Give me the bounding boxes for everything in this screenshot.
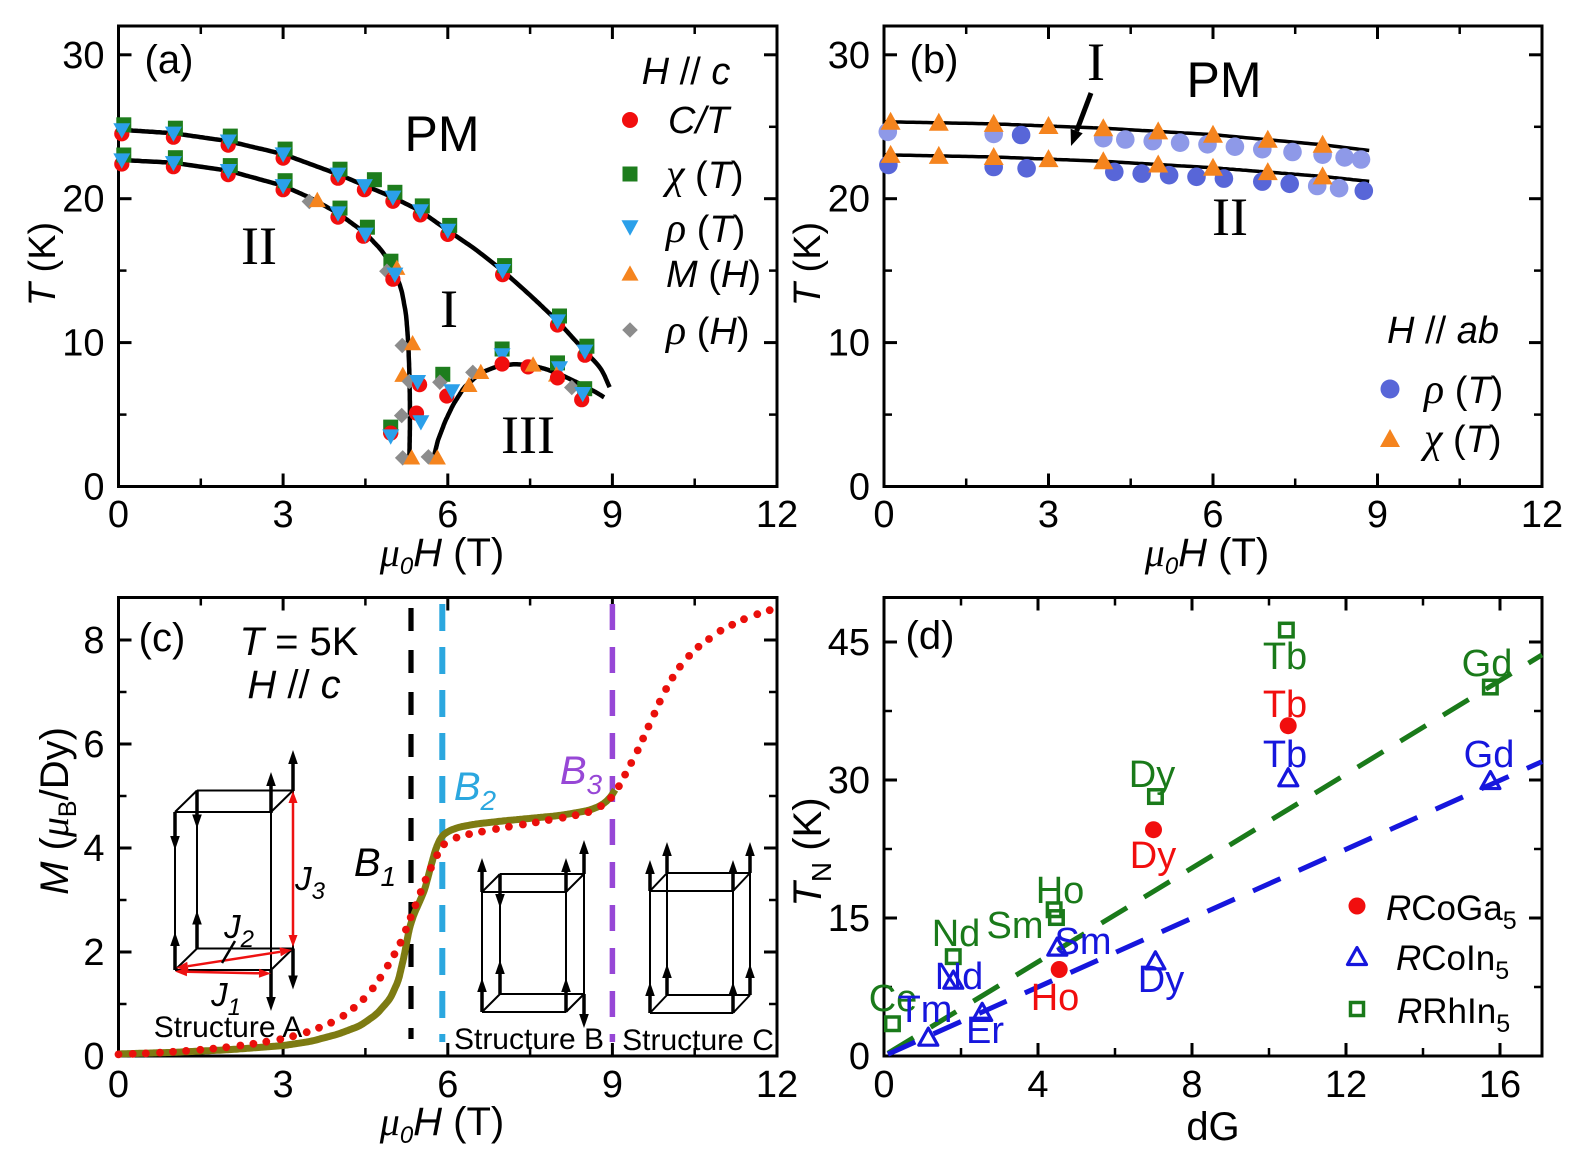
svg-text:II: II xyxy=(1212,187,1248,247)
svg-text:3: 3 xyxy=(273,1064,294,1106)
svg-text:0: 0 xyxy=(108,494,129,536)
svg-text:TN (K): TN (K) xyxy=(786,797,837,906)
svg-text:3: 3 xyxy=(1038,494,1059,536)
svg-text:Dy: Dy xyxy=(1130,835,1176,877)
svg-text:I: I xyxy=(440,279,458,339)
svg-text:8: 8 xyxy=(1181,1064,1202,1106)
svg-text:0: 0 xyxy=(83,1036,104,1078)
svg-text:0: 0 xyxy=(873,494,894,536)
svg-text:dG: dG xyxy=(1186,1105,1239,1149)
svg-text:Ce: Ce xyxy=(869,978,918,1020)
svg-text:(c): (c) xyxy=(139,616,186,660)
svg-text:10: 10 xyxy=(62,323,104,365)
svg-text:12: 12 xyxy=(1325,1064,1367,1106)
svg-text:Dy: Dy xyxy=(1138,959,1184,1001)
svg-text:20: 20 xyxy=(828,179,870,221)
svg-text:ρ (H): ρ (H) xyxy=(664,308,750,354)
svg-text:30: 30 xyxy=(828,35,870,77)
svg-text:2: 2 xyxy=(83,932,104,974)
svg-text:M (μB/Dy): M (μB/Dy) xyxy=(32,727,82,895)
svg-text:Nd: Nd xyxy=(932,913,981,955)
svg-text:μ0H (T): μ0H (T) xyxy=(1144,530,1270,580)
svg-text:6: 6 xyxy=(437,1064,458,1106)
svg-text:Structure B: Structure B xyxy=(454,1023,604,1056)
svg-text:Tb: Tb xyxy=(1263,684,1307,726)
svg-text:0: 0 xyxy=(849,1036,870,1078)
svg-text:0: 0 xyxy=(849,467,870,509)
svg-text:Structure A: Structure A xyxy=(154,1011,302,1044)
svg-text:ρ (T): ρ (T) xyxy=(664,206,745,252)
svg-text:(a): (a) xyxy=(145,38,194,82)
svg-text:Ho: Ho xyxy=(1031,977,1080,1019)
svg-text:12: 12 xyxy=(1521,494,1563,536)
svg-text:30: 30 xyxy=(828,760,870,802)
svg-text:9: 9 xyxy=(602,1064,623,1106)
svg-text:I: I xyxy=(1087,32,1105,92)
svg-text:30: 30 xyxy=(62,35,104,77)
svg-text:0: 0 xyxy=(873,1064,894,1106)
svg-text:0: 0 xyxy=(108,1064,129,1106)
svg-text:RCoGa5: RCoGa5 xyxy=(1386,889,1517,935)
svg-text:PM: PM xyxy=(405,106,480,162)
svg-text:ρ (T): ρ (T) xyxy=(1422,367,1503,413)
svg-text:Sm: Sm xyxy=(1055,921,1112,963)
svg-text:Ho: Ho xyxy=(1036,870,1085,912)
svg-text:Sm: Sm xyxy=(987,905,1044,947)
svg-text:H // ab: H // ab xyxy=(1387,310,1499,352)
svg-text:Nd: Nd xyxy=(935,956,984,998)
svg-text:0: 0 xyxy=(83,467,104,509)
svg-text:T (K): T (K) xyxy=(787,222,829,306)
svg-text:12: 12 xyxy=(756,494,798,536)
svg-text:16: 16 xyxy=(1479,1064,1521,1106)
svg-text:45: 45 xyxy=(828,622,870,664)
svg-text:Tb: Tb xyxy=(1263,636,1307,678)
svg-text:III: III xyxy=(501,405,555,465)
svg-text:H // c: H // c xyxy=(247,663,340,707)
svg-text:Dy: Dy xyxy=(1129,754,1175,796)
svg-text:H // c: H // c xyxy=(642,51,731,93)
svg-text:Gd: Gd xyxy=(1464,734,1515,776)
svg-text:Structure C: Structure C xyxy=(622,1024,774,1057)
svg-text:II: II xyxy=(241,216,277,276)
svg-text:9: 9 xyxy=(1367,494,1388,536)
svg-text:6: 6 xyxy=(437,494,458,536)
svg-text:μ0H (T): μ0H (T) xyxy=(379,1099,505,1149)
svg-text:3: 3 xyxy=(273,494,294,536)
svg-text:4: 4 xyxy=(83,828,104,870)
svg-text:Er: Er xyxy=(966,1010,1004,1052)
svg-text:4: 4 xyxy=(1027,1064,1048,1106)
svg-text:Tb: Tb xyxy=(1263,734,1307,776)
svg-text:(d): (d) xyxy=(906,614,955,658)
svg-text:χ (T): χ (T) xyxy=(1420,416,1502,462)
svg-text:(b): (b) xyxy=(910,38,959,82)
svg-text:10: 10 xyxy=(828,323,870,365)
svg-text:χ (T): χ (T) xyxy=(662,152,744,198)
svg-text:C/T: C/T xyxy=(668,100,732,142)
svg-text:6: 6 xyxy=(83,724,104,766)
svg-text:T (K): T (K) xyxy=(22,222,64,306)
svg-text:PM: PM xyxy=(1187,52,1262,108)
svg-text:Tm: Tm xyxy=(898,989,953,1031)
svg-text:20: 20 xyxy=(62,179,104,221)
svg-text:8: 8 xyxy=(83,620,104,662)
svg-text:μ0H (T): μ0H (T) xyxy=(379,530,505,580)
svg-text:RRhIn5: RRhIn5 xyxy=(1397,992,1510,1038)
svg-text:9: 9 xyxy=(602,494,623,536)
svg-text:12: 12 xyxy=(756,1064,798,1106)
svg-text:Gd: Gd xyxy=(1462,643,1513,685)
svg-text:M (H): M (H) xyxy=(666,254,761,296)
svg-text:T = 5K: T = 5K xyxy=(240,620,359,664)
svg-text:15: 15 xyxy=(828,898,870,940)
svg-text:RCoIn5: RCoIn5 xyxy=(1396,939,1509,985)
svg-text:6: 6 xyxy=(1202,494,1223,536)
